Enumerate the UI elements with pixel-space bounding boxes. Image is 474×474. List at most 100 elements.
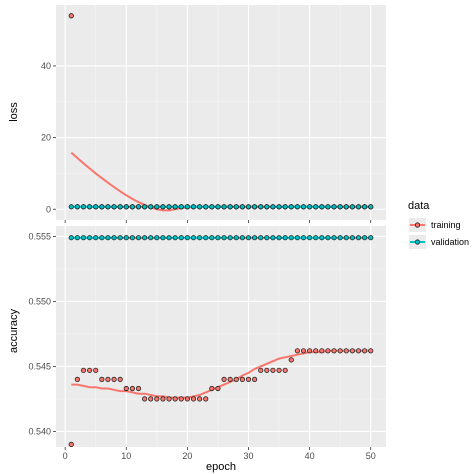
validation-point	[142, 204, 148, 210]
training-point	[123, 385, 129, 392]
training-point	[93, 367, 99, 373]
training-point	[129, 385, 135, 392]
training-point	[307, 348, 313, 354]
validation-point	[337, 204, 343, 210]
y-tick-label: 0.550	[28, 296, 51, 306]
training-point	[166, 396, 172, 402]
legend-title: data	[408, 200, 430, 212]
legend-label-validation: validation	[431, 237, 469, 247]
validation-point	[362, 204, 368, 210]
validation-point	[294, 235, 300, 241]
training-point	[264, 367, 270, 373]
training-point	[74, 376, 80, 382]
training-point	[99, 376, 105, 382]
validation-point	[87, 235, 93, 241]
validation-point	[172, 235, 178, 241]
training-point	[80, 367, 87, 373]
validation-point	[319, 235, 325, 241]
validation-point	[227, 235, 233, 241]
y-tick-label: 40	[41, 61, 51, 71]
training-point	[355, 348, 362, 354]
validation-point	[99, 204, 105, 210]
x-tick-label: 20	[182, 451, 192, 461]
training-point	[368, 348, 374, 354]
training-point	[319, 348, 325, 354]
training-point	[142, 396, 148, 402]
validation-point	[123, 235, 129, 241]
training-point	[313, 348, 319, 354]
training-point	[160, 396, 166, 402]
validation-point	[80, 204, 87, 210]
validation-point	[190, 235, 197, 241]
validation-point	[270, 204, 276, 210]
validation-point	[233, 204, 239, 210]
training-point	[209, 385, 215, 392]
training-point	[300, 348, 307, 354]
validation-point	[264, 204, 270, 210]
training-point	[343, 348, 349, 354]
validation-point	[160, 235, 166, 241]
validation-point	[142, 235, 148, 241]
training-point	[154, 396, 160, 402]
accuracy-panel: 0.540 0.545 0.550 0.555 0 10 20 30 40 50	[28, 226, 386, 461]
training-point	[215, 385, 221, 392]
training-point	[227, 376, 233, 382]
training-point	[258, 367, 264, 373]
validation-point	[203, 204, 209, 210]
validation-point	[209, 204, 215, 210]
validation-point	[300, 235, 307, 241]
validation-point	[117, 204, 123, 210]
training-point	[270, 367, 276, 373]
validation-point	[74, 204, 80, 210]
validation-point	[68, 204, 74, 210]
validation-point	[105, 235, 111, 241]
x-tick-label: 10	[121, 451, 131, 461]
validation-point	[123, 204, 129, 210]
validation-point	[148, 204, 154, 210]
training-point	[239, 376, 245, 382]
loss-panel: 0 20 40	[41, 5, 386, 223]
training-point	[233, 376, 239, 382]
validation-point	[154, 204, 160, 210]
training-point	[178, 396, 184, 402]
validation-point	[362, 235, 368, 241]
validation-point	[129, 235, 135, 241]
validation-point	[355, 235, 362, 241]
validation-point	[221, 235, 227, 241]
validation-point	[325, 204, 331, 210]
validation-point	[166, 204, 172, 210]
validation-point	[300, 204, 307, 210]
training-point	[172, 396, 178, 402]
validation-point	[325, 235, 331, 241]
validation-point	[80, 235, 87, 241]
validation-point	[368, 204, 374, 210]
training-point	[68, 441, 74, 447]
validation-point	[129, 204, 135, 210]
validation-point	[258, 235, 264, 241]
validation-point	[221, 204, 227, 210]
validation-point	[93, 204, 99, 210]
validation-point	[319, 204, 325, 210]
validation-point	[252, 235, 258, 241]
validation-point	[276, 235, 282, 241]
validation-point	[99, 235, 105, 241]
validation-point	[111, 235, 117, 241]
validation-point	[111, 204, 117, 210]
loss-axis-title: loss	[8, 102, 20, 122]
panel-background	[56, 5, 386, 220]
validation-point	[154, 235, 160, 241]
training-point	[245, 376, 252, 382]
validation-point	[245, 235, 252, 241]
accuracy-axis-title: accuracy	[8, 308, 20, 353]
legend: data training validation	[408, 200, 469, 249]
legend-key-training	[409, 218, 426, 232]
validation-point	[197, 235, 203, 241]
training-point	[294, 348, 300, 354]
validation-point	[172, 204, 178, 210]
training-point	[331, 348, 337, 354]
validation-point	[343, 204, 349, 210]
validation-point	[190, 204, 197, 210]
training-point	[221, 376, 227, 382]
training-point	[276, 367, 282, 373]
